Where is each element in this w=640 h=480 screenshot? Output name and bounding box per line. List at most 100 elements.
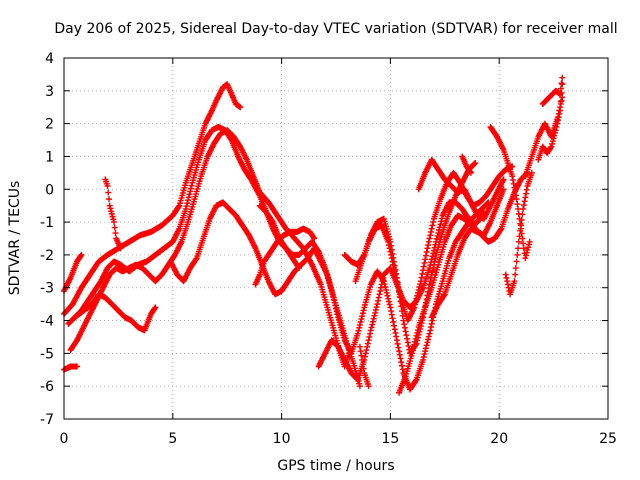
data-point — [372, 309, 379, 316]
data-point — [329, 290, 336, 297]
data-point — [441, 292, 448, 299]
data-point — [384, 292, 391, 299]
data-point — [359, 356, 366, 363]
axis-ticks: 0 5 10 15 20 25 -7 -6 -5 -4 -3 -2 -1 0 1 2 3 4 — [40, 51, 617, 447]
data-point — [399, 308, 406, 315]
data-point — [428, 320, 435, 327]
data-point — [370, 315, 377, 322]
data-point — [391, 262, 398, 269]
data-point — [389, 250, 396, 257]
data-point — [428, 324, 435, 331]
data-point — [519, 211, 526, 218]
data-point — [429, 268, 436, 275]
data-point — [310, 234, 317, 241]
data-point — [152, 304, 159, 311]
data-point — [424, 339, 431, 346]
data-point — [425, 242, 432, 249]
data-point — [420, 356, 427, 363]
data-point — [369, 318, 376, 325]
data-point — [151, 305, 158, 312]
y-tick-label: -1 — [40, 215, 54, 231]
data-point — [412, 338, 419, 345]
data-point — [401, 324, 408, 331]
data-point — [358, 316, 365, 323]
data-point — [520, 240, 527, 247]
series-track-23 — [539, 74, 566, 107]
data-point — [356, 383, 363, 390]
data-point — [548, 143, 555, 150]
data-point — [111, 219, 118, 226]
data-point — [380, 278, 387, 285]
data-point — [311, 235, 318, 242]
data-point — [423, 248, 430, 255]
data-point — [433, 235, 440, 242]
y-tick-label: -4 — [40, 314, 54, 330]
data-point — [396, 348, 403, 355]
data-point — [396, 293, 403, 300]
data-point — [426, 235, 433, 242]
data-point — [522, 194, 529, 201]
data-point — [395, 344, 402, 351]
data-point — [520, 245, 527, 252]
data-point — [554, 117, 561, 124]
data-point — [555, 114, 562, 121]
data-point — [438, 215, 445, 222]
data-point — [422, 256, 429, 263]
y-tick-label: 4 — [45, 51, 54, 67]
data-point — [393, 274, 400, 281]
series-track-6 — [102, 176, 124, 252]
x-axis-label: GPS time / hours — [277, 458, 394, 474]
data-point — [364, 343, 371, 350]
data-point — [360, 253, 367, 260]
data-point — [525, 241, 532, 248]
y-tick-label: -6 — [40, 379, 54, 395]
data-point — [409, 347, 416, 354]
data-point — [500, 186, 507, 193]
y-tick-label: -7 — [40, 412, 54, 428]
data-point — [547, 144, 554, 151]
data-point — [438, 218, 445, 225]
series-track-21 — [522, 94, 566, 180]
data-point — [414, 327, 421, 334]
series-track-7 — [71, 291, 159, 334]
data-point — [421, 259, 428, 266]
data-point — [399, 362, 406, 369]
data-point — [362, 353, 369, 360]
data-point — [393, 337, 400, 344]
data-point — [523, 186, 530, 193]
data-point — [396, 289, 403, 296]
data-point — [403, 332, 410, 339]
data-point — [512, 192, 519, 199]
data-point — [502, 271, 509, 278]
data-point — [77, 253, 84, 260]
data-point — [187, 188, 194, 195]
data-point — [385, 295, 392, 302]
data-point — [427, 327, 434, 334]
data-series — [61, 74, 566, 396]
data-point — [354, 330, 361, 337]
data-point — [106, 202, 113, 209]
data-point — [368, 324, 375, 331]
data-point — [559, 81, 566, 88]
data-point — [416, 283, 423, 290]
data-point — [497, 226, 504, 233]
data-point — [387, 304, 394, 311]
series-track-15 — [396, 209, 487, 396]
data-point — [237, 104, 244, 111]
data-point — [430, 219, 437, 226]
data-point — [558, 97, 565, 104]
data-point — [397, 298, 404, 305]
data-point — [391, 258, 398, 265]
data-point — [428, 225, 435, 232]
data-point — [431, 258, 438, 265]
data-point — [514, 251, 521, 258]
data-point — [418, 274, 425, 281]
x-tick-label: 10 — [273, 431, 291, 447]
series-track-19 — [487, 123, 533, 262]
data-point — [523, 252, 530, 259]
data-point — [557, 98, 564, 105]
data-point — [415, 286, 422, 293]
data-point — [467, 168, 474, 175]
data-point — [417, 281, 424, 288]
data-point — [434, 232, 441, 239]
